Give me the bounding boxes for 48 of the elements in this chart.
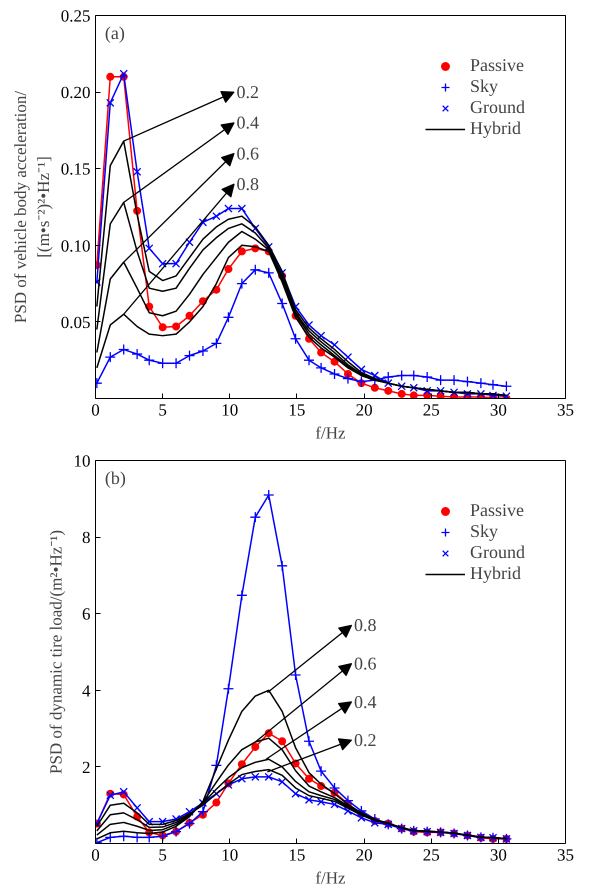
y-tick-label: 10	[74, 452, 90, 470]
chart-title: (a)	[104, 23, 125, 44]
x-tick-label: 5	[158, 846, 167, 864]
annotation: 0.6	[236, 143, 259, 164]
y-tick-label: 4	[82, 681, 91, 700]
x-tick-label: 5	[158, 400, 167, 420]
x-tick-label: 20	[356, 400, 373, 420]
y-axis-title: PSD of dynamic tire load/(m²•Hz⁻¹)	[46, 530, 66, 774]
annotation: 0.6	[354, 653, 376, 674]
x-tick-label: 10	[221, 400, 238, 420]
x-tick-label: 30	[490, 846, 507, 864]
y-tick-label: 0.15	[60, 160, 90, 179]
x-tick-label: 0	[91, 400, 100, 420]
x-tick-label: 25	[422, 846, 440, 864]
x-axis-title: f/Hz	[315, 868, 346, 888]
x-axis-title: f/Hz	[315, 424, 346, 442]
x-tick-label: 30	[490, 400, 507, 420]
legend-label: Passive	[470, 55, 524, 76]
annotation: 0.8	[354, 615, 376, 636]
y-tick-label: 0.25	[60, 6, 90, 26]
x-tick-label: 35	[557, 846, 574, 864]
y-tick-label: 6	[82, 604, 90, 624]
legend-label: Passive	[470, 500, 524, 521]
legend-label: Hybrid	[470, 118, 521, 139]
legend-label: Ground	[470, 97, 525, 118]
annotation: 0.2	[354, 730, 376, 750]
y-tick-label: 0.20	[60, 83, 90, 102]
annotation: 0.4	[236, 112, 259, 133]
y-tick-label: 8	[82, 528, 90, 548]
annotation: 0.8	[236, 174, 259, 194]
x-tick-label: 10	[221, 846, 238, 864]
x-tick-label: 25	[422, 400, 440, 420]
annotation: 0.4	[354, 692, 376, 712]
y-axis-title: PSD of vehicle body acceleration/ [(m•s⁻²)²•Hz⁻¹]	[10, 90, 53, 324]
x-tick-label: 15	[288, 400, 306, 420]
legend-label: Hybrid	[470, 563, 521, 584]
x-tick-label: 0	[91, 846, 100, 864]
x-tick-label: 35	[557, 400, 574, 420]
legend-label: Sky	[470, 521, 498, 542]
y-tick-label: 0.05	[60, 312, 90, 332]
y-tick-label: 0.10	[60, 236, 90, 256]
annotation: 0.2	[236, 82, 259, 102]
x-tick-label: 15	[288, 846, 306, 864]
legend-label: Sky	[470, 76, 498, 97]
y-tick-label: 2	[82, 758, 90, 777]
legend-label: Ground	[470, 542, 525, 563]
chart-title: (b)	[104, 468, 126, 488]
x-tick-label: 20	[356, 846, 373, 864]
